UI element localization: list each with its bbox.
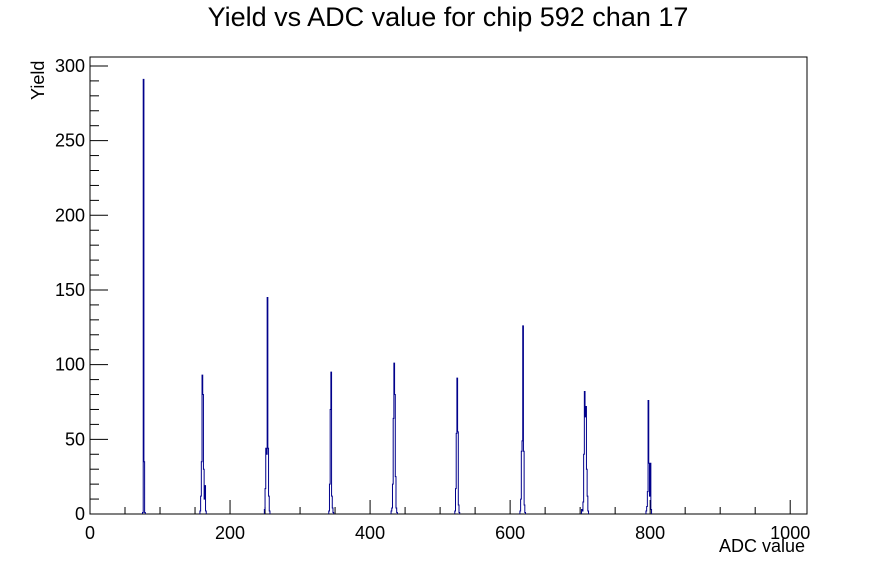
y-axis: 0 50 100 150 200 250 300 xyxy=(55,56,108,524)
y-tick-label: 250 xyxy=(55,131,85,151)
x-axis-label: ADC value xyxy=(718,536,805,556)
y-tick-label: 50 xyxy=(65,429,85,449)
y-tick-label: 200 xyxy=(55,205,85,225)
y-axis-label: Yield xyxy=(28,60,48,100)
x-tick-label: 200 xyxy=(215,523,245,543)
y-tick-label: 100 xyxy=(55,355,85,375)
x-tick-label: 800 xyxy=(635,523,665,543)
x-tick-label: 600 xyxy=(495,523,525,543)
x-tick-label: 1000 xyxy=(770,523,810,543)
y-tick-label: 300 xyxy=(55,56,85,76)
chart-title: Yield vs ADC value for chip 592 chan 17 xyxy=(207,2,689,32)
y-tick-label: 0 xyxy=(75,504,85,524)
y-tick-label: 150 xyxy=(55,280,85,300)
plot-frame xyxy=(89,56,808,515)
x-axis: 0 200 400 600 800 1000 xyxy=(85,500,810,543)
histogram-series-line xyxy=(142,78,653,514)
x-tick-label: 400 xyxy=(355,523,385,543)
x-tick-label: 0 xyxy=(85,523,95,543)
